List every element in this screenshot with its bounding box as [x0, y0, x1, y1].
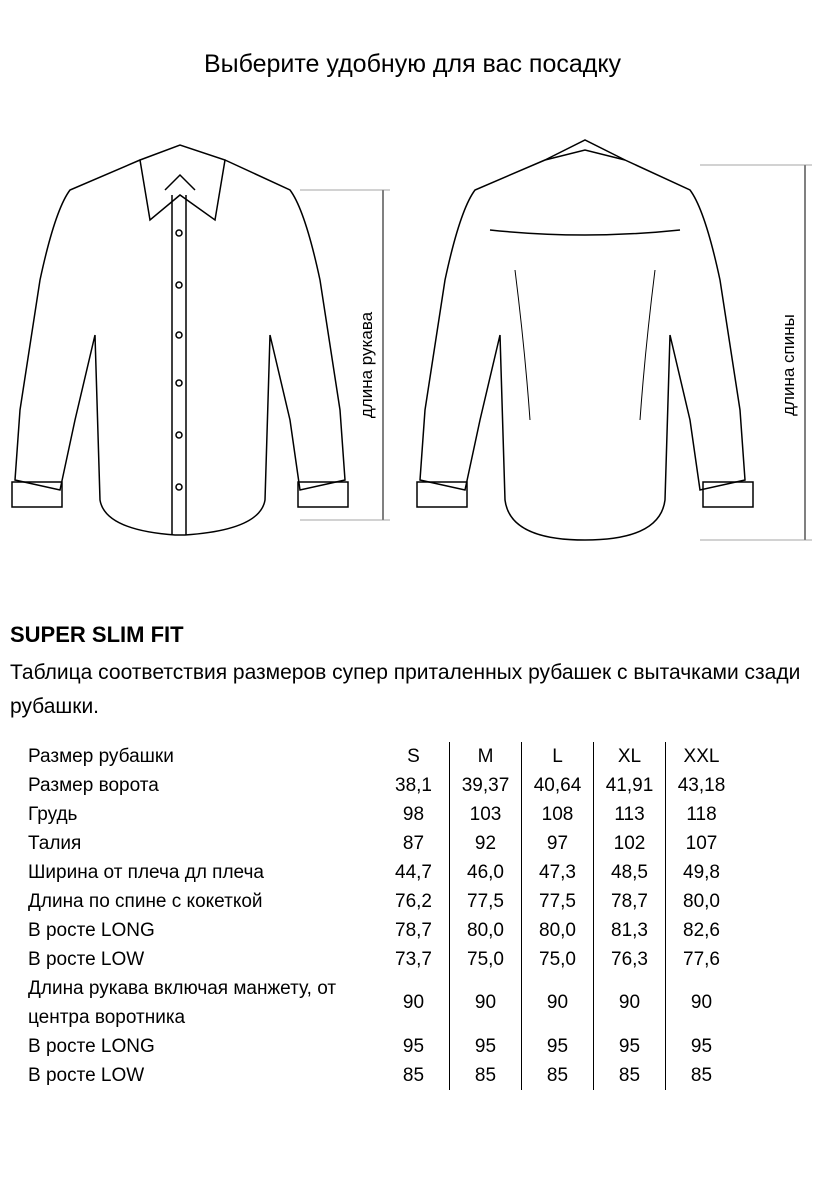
shirt-front-illustration — [11, 144, 390, 536]
cell-value: 108 — [521, 800, 594, 829]
cell-value: 78,7 — [395, 919, 432, 941]
cell-value: 73,7 — [395, 948, 432, 970]
cell-value: 90 — [593, 974, 666, 1032]
cell-value: 85 — [593, 1061, 666, 1090]
table-row: В росте LOW 73,7 75,0 75,0 76,3 77,6 — [20, 945, 737, 974]
cell-value: 95 — [665, 1032, 737, 1061]
size-header: L — [521, 742, 594, 771]
table-row: Длина по спине с кокеткой 76,2 77,5 77,5 78,… — [20, 887, 737, 916]
cell-value: 39,37 — [449, 771, 522, 800]
cell-value: 76,2 — [395, 890, 432, 912]
cell-value: 80,0 — [449, 916, 522, 945]
cell-value: 38,1 — [395, 774, 432, 796]
table-header-row: Размер рубашки S M L XL XXL — [20, 742, 737, 771]
size-header: XXL — [665, 742, 737, 771]
table-row: В росте LONG 95 95 95 95 95 — [20, 1032, 737, 1061]
cell-value: 107 — [665, 829, 737, 858]
cell-value: 75,0 — [521, 945, 594, 974]
row-label: Размер ворота — [28, 774, 159, 796]
cell-value: 90 — [665, 974, 737, 1032]
cell-value: 76,3 — [593, 945, 666, 974]
cell-value: 98 — [402, 803, 425, 825]
cell-value: 92 — [449, 829, 522, 858]
row-label: Грудь — [28, 803, 78, 825]
cell-value: 46,0 — [449, 858, 522, 887]
row-label: Талия — [28, 832, 82, 854]
fit-heading: SUPER SLIM FIT — [10, 622, 184, 647]
cell-value: 97 — [521, 829, 594, 858]
cell-value: 41,91 — [593, 771, 666, 800]
cell-value: 95 — [449, 1032, 522, 1061]
cell-value: 80,0 — [521, 916, 594, 945]
cell-value: 90 — [449, 974, 522, 1032]
cell-value: 48,5 — [593, 858, 666, 887]
cell-value: 103 — [449, 800, 522, 829]
row-label: В росте LOW — [28, 948, 145, 970]
cell-value: 78,7 — [593, 887, 666, 916]
row-label: Размер рубашки — [28, 745, 174, 767]
table-row: Длина рукава включая манжету, от центра … — [20, 974, 737, 1032]
table-row: Ширина от плеча дл плеча 44,7 46,0 47,3 48,5… — [20, 858, 737, 887]
cell-value: 95 — [521, 1032, 594, 1061]
cell-value: 85 — [521, 1061, 594, 1090]
cell-value: 87 — [402, 832, 425, 854]
cell-value: 90 — [521, 974, 594, 1032]
cell-value: 80,0 — [665, 887, 737, 916]
sleeve-length-label: длина рукава — [357, 311, 377, 419]
cell-value: 85 — [402, 1064, 425, 1086]
table-description: Таблица соответствия размеров супер прит… — [10, 661, 801, 718]
size-table: Размер рубашки S M L XL XXL Размер ворот… — [20, 742, 737, 1090]
row-label: Ширина от плеча дл плеча — [28, 861, 264, 883]
table-row: Размер ворота 38,1 39,37 40,64 41,91 43,18 — [20, 771, 737, 800]
row-label: В росте LOW — [28, 1064, 145, 1086]
cell-value: 113 — [593, 800, 666, 829]
cell-value: 82,6 — [665, 916, 737, 945]
size-header: M — [449, 742, 522, 771]
shirt-back-illustration — [416, 139, 812, 541]
cell-value: 77,6 — [665, 945, 737, 974]
table-row: В росте LONG 78,7 80,0 80,0 81,3 82,6 — [20, 916, 737, 945]
shirt-diagrams — [11, 139, 812, 541]
cell-value: 85 — [665, 1061, 737, 1090]
back-length-label: длина спины — [778, 314, 798, 416]
page-title: Выберите удобную для вас посадку — [203, 50, 622, 78]
cell-value: 95 — [593, 1032, 666, 1061]
row-label: Длина рукава включая манжету, от центра … — [28, 978, 337, 1028]
cell-value: 77,5 — [449, 887, 522, 916]
cell-value: 90 — [402, 992, 425, 1013]
cell-value: 95 — [402, 1035, 425, 1057]
cell-value: 49,8 — [665, 858, 737, 887]
table-row: В росте LOW 85 85 85 85 85 — [20, 1061, 737, 1090]
cell-value: 43,18 — [665, 771, 737, 800]
cell-value: 75,0 — [449, 945, 522, 974]
cell-value: 77,5 — [521, 887, 594, 916]
cell-value: 85 — [449, 1061, 522, 1090]
cell-value: 118 — [665, 800, 737, 829]
size-header: XL — [593, 742, 666, 771]
cell-value: 40,64 — [521, 771, 594, 800]
row-label: В росте LONG — [28, 1035, 155, 1057]
table-row: Грудь 98 103 108 113 118 — [20, 800, 737, 829]
cell-value: 81,3 — [593, 916, 666, 945]
row-label: В росте LONG — [28, 919, 155, 941]
table-row: Талия 87 92 97 102 107 — [20, 829, 737, 858]
cell-value: 44,7 — [395, 861, 432, 883]
cell-value: 47,3 — [521, 858, 594, 887]
row-label: Длина по спине с кокеткой — [28, 890, 263, 912]
cell-value: 102 — [593, 829, 666, 858]
size-header: S — [407, 745, 420, 767]
